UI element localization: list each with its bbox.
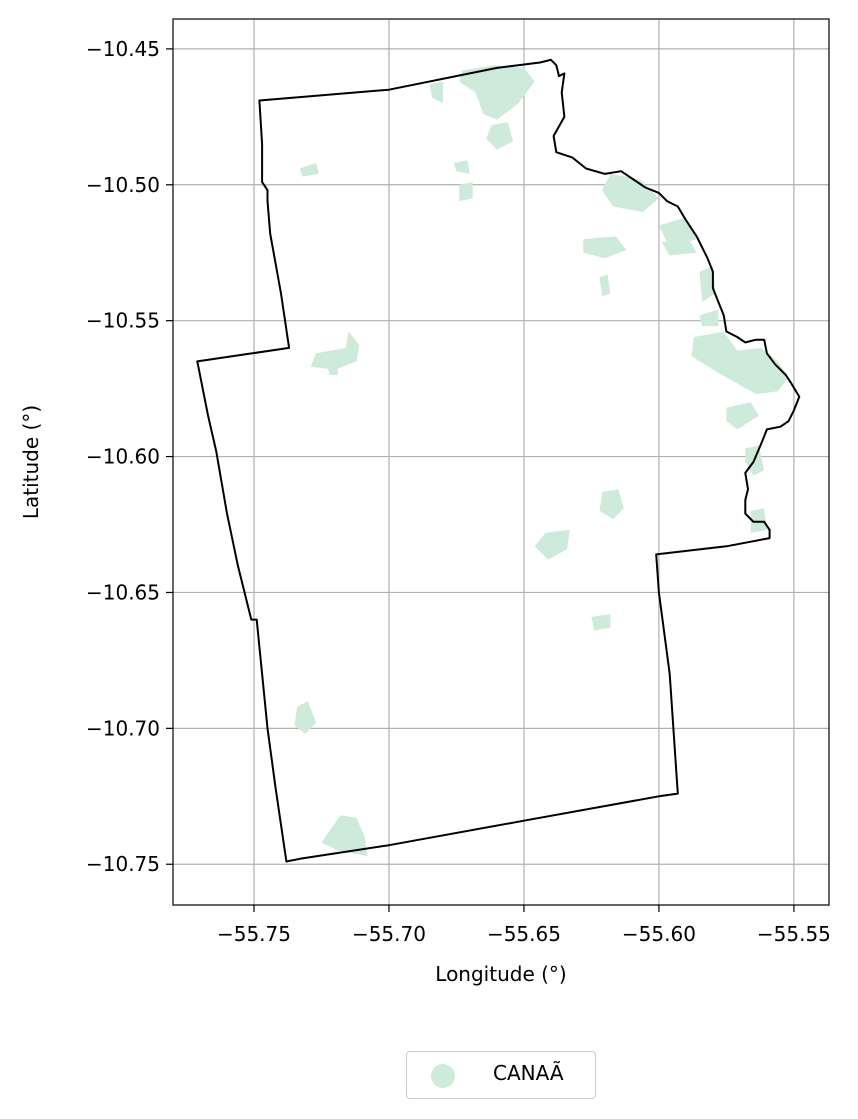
legend: CANAÃ <box>406 1051 596 1099</box>
y-tick-label: −10.60 <box>86 445 160 469</box>
grid-lines <box>173 19 829 905</box>
canaa-area-patch <box>294 701 317 734</box>
y-tick-label: −10.65 <box>86 580 160 604</box>
plot-frame <box>172 18 830 906</box>
canaa-area-patch <box>326 364 338 375</box>
boundary-outline <box>196 58 801 863</box>
y-tick-label: −10.45 <box>86 37 160 61</box>
x-axis-label: Longitude (°) <box>435 962 566 986</box>
canaa-area-patch <box>321 815 368 857</box>
canaa-area-patch <box>310 331 360 370</box>
legend-label: CANAÃ <box>493 1061 564 1085</box>
canaa-area-patch <box>459 65 535 120</box>
y-tick-label: −10.55 <box>86 309 160 333</box>
canaa-area-patch <box>583 236 627 259</box>
municipality-boundary <box>196 58 801 863</box>
canaa-area-patch <box>486 122 514 150</box>
canaa-area-patch <box>599 489 624 520</box>
y-tick-label: −10.50 <box>86 173 160 197</box>
canaa-area-patch <box>591 614 611 631</box>
x-tick-label: −55.60 <box>622 922 696 946</box>
canaa-area-patch <box>750 508 767 533</box>
canaa-area-patch <box>453 160 470 174</box>
canaa-area-patch <box>459 182 473 202</box>
canaa-area-patch <box>534 529 570 560</box>
canaa-areas <box>294 65 789 857</box>
legend-marker <box>431 1064 455 1088</box>
x-axis-ticks: −55.75 −55.70 −55.65 −55.60 −55.55 <box>217 905 831 946</box>
canaa-area-patch <box>299 163 319 177</box>
canaa-area-patch <box>699 266 716 302</box>
x-tick-label: −55.55 <box>757 922 831 946</box>
x-tick-label: −55.70 <box>352 922 426 946</box>
canaa-area-patch <box>661 239 697 256</box>
canaa-area-patch <box>699 309 719 327</box>
y-axis-ticks: −10.45 −10.50 −10.55 −10.60 −10.65 −10.70 −10.… <box>86 37 173 876</box>
canaa-area-patch <box>429 81 443 104</box>
x-tick-label: −55.65 <box>487 922 561 946</box>
canaa-area-patch <box>726 402 759 430</box>
canaa-area-patch <box>691 331 789 395</box>
y-axis-label: Latitude (°) <box>19 405 43 519</box>
x-tick-label: −55.75 <box>217 922 291 946</box>
y-tick-label: −10.70 <box>86 716 160 740</box>
y-tick-label: −10.75 <box>86 852 160 876</box>
canaa-area-patch <box>599 274 611 297</box>
canaa-area-patch <box>602 173 659 212</box>
